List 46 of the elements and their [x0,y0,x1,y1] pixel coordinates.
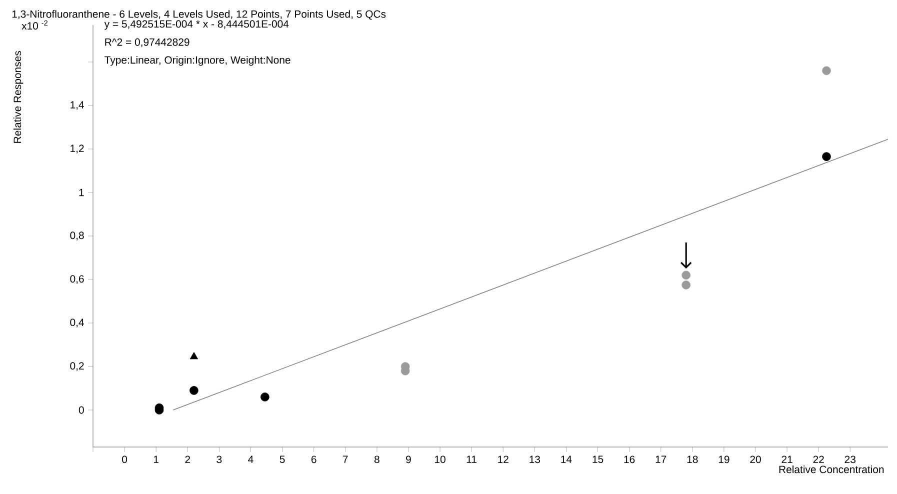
point [260,392,270,402]
point [682,270,690,280]
point [190,386,198,395]
x-tick-label: 9 [406,456,411,464]
y-tick-label: 0,4 [70,318,84,328]
x-tick-label: 2 [185,456,190,463]
x-tick-label: 18 [687,456,698,464]
x-tick-label: 20 [750,456,761,464]
x-tick-label: 16 [624,456,635,464]
y-tick-label: 0,2 [70,362,84,371]
x-tick-label: 22 [813,456,824,463]
annotation: y = 5,492515E-004 * x - 8,444501E-004 [104,20,289,30]
x-tick-label: 6 [311,456,316,464]
chart-title: 1,3-Nitrofluoranthene - 6 Levels, 4 Levels Used, 12 Points, 7 Points Used, 5 QCs [12,10,386,20]
x-axis-title: Relative Concentration [779,465,884,474]
x-tick-label: 17 [656,456,666,463]
x-tick-label: 15 [592,456,604,463]
annotation: Type:Linear, Origin:Ignore, Weight:None [104,56,290,66]
x-tick-label: 4 [248,456,254,463]
x-tick-label: 1 [154,456,158,463]
x-tick-label: 5 [280,456,285,463]
x-tick-label: 19 [718,456,730,464]
y-tick-label: 1,2 [70,144,84,154]
x-tick-label: 0 [122,456,128,464]
x-tick-label: 7 [343,456,348,463]
x-tick-label: 14 [561,456,572,463]
text: x10 $^{-2}$ [22,20,48,30]
y-tick-label: 0 [78,406,84,414]
annotation: R^2 = 0,97442829 [105,38,190,48]
x-tick-label: 8 [374,456,380,464]
point [822,66,831,76]
y-tick-label: 1 [79,188,84,196]
y-axis-title: Relative Responses [13,51,24,143]
x-tick-label: 3 [216,456,222,464]
point [682,280,690,290]
x-tick-label: 10 [435,456,446,464]
x-tick-label: 13 [530,456,540,464]
point [190,352,198,360]
point [822,152,831,161]
x-tick-label: 12 [498,456,508,463]
y-tick-label: 0,8 [70,232,84,240]
y-tick-label: 1,4 [70,101,84,110]
y-tick-label: 0,6 [70,275,84,284]
x-tick-label: 23 [844,456,856,464]
x-tick-label: 21 [782,456,792,463]
x-tick-label: 11 [466,456,476,463]
